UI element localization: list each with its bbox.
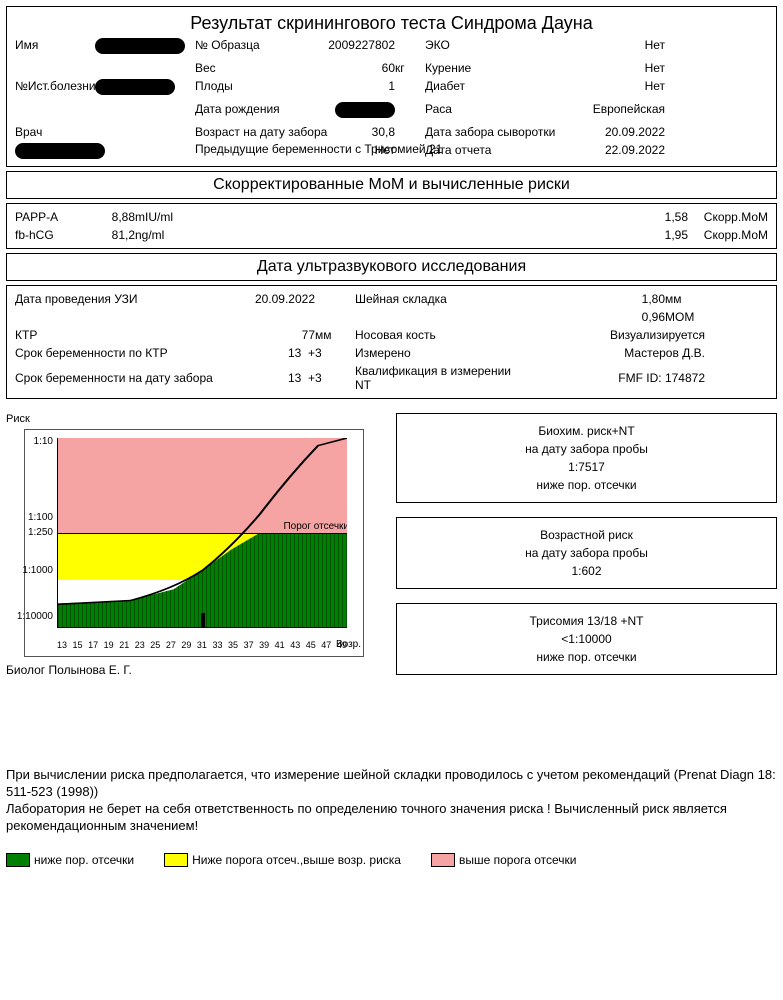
history-value (95, 79, 195, 98)
nt-value: 1,80 (515, 292, 665, 306)
race-label: Раса (425, 102, 555, 116)
sample-label: № Образца (195, 38, 315, 52)
us-title-box: Дата ультразвукового исследования (6, 253, 777, 281)
biologist: Биолог Полынова Е. Г. (6, 663, 366, 677)
chart-plot: Порог отсечки (57, 438, 347, 628)
legend-item: выше порога отсечки (431, 853, 577, 867)
prev-t21-label: Предыдущие беременности с Трисомией 21 (195, 143, 315, 156)
chart-area: Риск 1:101:1001:2501:10001:10000 Порог о… (6, 413, 366, 677)
mom-row: fb-hCG81,2ng/ml1,95Скорр.МоМ (15, 226, 768, 244)
serum-date-value: 20.09.2022 (555, 125, 665, 139)
mom-box: PAPP-A8,88mIU/ml1,58Скорр.МоМfb-hCG81,2n… (6, 203, 777, 249)
legend-item: ниже пор. отсечки (6, 853, 134, 867)
sample-value: 2009227802 (315, 38, 395, 52)
legend-item: Ниже порога отсеч.,выше возр. риска (164, 853, 401, 867)
diabetes-value: Нет (555, 79, 665, 93)
weight-label: Вес (195, 61, 315, 75)
header-box: Результат скринингового теста Синдрома Д… (6, 6, 777, 167)
legend-swatch (431, 853, 455, 867)
dob-value (315, 102, 395, 121)
fetuses-value: 1 (315, 79, 395, 93)
doctor-label: Врач (15, 125, 95, 139)
smoking-value: Нет (555, 61, 665, 75)
us-date: 20.09.2022 (215, 292, 315, 306)
mom-title-box: Скорректированные МоМ и вычисленные риск… (6, 171, 777, 199)
history-label: №Ист.болезни (15, 79, 95, 93)
report-date-value: 22.09.2022 (555, 143, 665, 157)
race-value: Европейская (555, 102, 665, 116)
patient-grid: Имя № Образца 2009227802 ЭКО Нет Вес 60 … (15, 38, 768, 162)
nt-mom-suffix: МОМ (665, 310, 705, 324)
nt-mom: 0,96 (515, 310, 665, 324)
name-value (95, 38, 195, 57)
mom-title: Скорректированные МоМ и вычисленные риск… (15, 174, 768, 196)
crl-value: 77 (215, 328, 315, 342)
risk-chart: 1:101:1001:2501:10001:10000 Порог отсечк… (24, 429, 364, 657)
nb-value: Визуализируется (515, 328, 705, 342)
eco-value: Нет (555, 38, 665, 52)
xaxis-title: Возр. (336, 639, 361, 650)
measured-value: Мастеров Д.В. (515, 346, 705, 360)
risk-box: Возрастной рискна дату забора пробы1:602 (396, 517, 777, 589)
weight-unit: кг (395, 61, 425, 75)
mom-row: PAPP-A8,88mIU/ml1,58Скорр.МоМ (15, 208, 768, 226)
us-box: Дата проведения УЗИ 20.09.2022 Шейная ск… (6, 285, 777, 399)
nt-unit: мм (665, 292, 705, 306)
age-label: Возраст на дату забора (195, 125, 315, 139)
measured-label: Измерено (355, 346, 515, 360)
age-value: 30,8 (315, 125, 395, 139)
chart-risk-section: Риск 1:101:1001:2501:10001:10000 Порог о… (6, 413, 777, 677)
fetuses-label: Плоды (195, 79, 315, 93)
age-marker (201, 613, 205, 627)
serum-date-label: Дата забора сыворотки (425, 125, 555, 139)
report-title: Результат скринингового теста Синдрома Д… (15, 11, 768, 38)
qual-value: FMF ID: 174872 (515, 371, 705, 385)
legend: ниже пор. отсечки Ниже порога отсеч.,выше… (6, 853, 777, 867)
prev-t21-value: Нет (315, 143, 395, 157)
crl-unit: мм (315, 328, 355, 342)
smoking-label: Курение (425, 61, 555, 75)
us-title: Дата ультразвукового исследования (15, 256, 768, 278)
nb-label: Носовая кость (355, 328, 515, 342)
ga-samp-label: Срок беременности на дату забора (15, 371, 215, 385)
ga-crl-label: Срок беременности по КТР (15, 346, 215, 360)
legend-swatch (6, 853, 30, 867)
legend-swatch (164, 853, 188, 867)
risk-column: Биохим. риск+NTна дату забора пробы1:751… (396, 413, 777, 677)
chart-label: Риск (6, 413, 366, 425)
nt-label: Шейная складка (355, 292, 515, 306)
qual-label: Квалификация в измерении NT (355, 364, 515, 392)
eco-label: ЭКО (425, 38, 555, 52)
us-date-label: Дата проведения УЗИ (15, 292, 215, 306)
disclaimer: При вычислении риска предполагается, что… (6, 767, 777, 835)
risk-box: Биохим. риск+NTна дату забора пробы1:751… (396, 413, 777, 503)
dob-label: Дата рождения (195, 102, 315, 116)
risk-box: Трисомия 13/18 +NT<1:10000ниже пор. отсе… (396, 603, 777, 675)
doctor-value (15, 143, 95, 162)
report-date-label: Дата отчета (425, 143, 555, 157)
weight-value: 60 (315, 61, 395, 75)
name-label: Имя (15, 38, 95, 52)
crl-label: КТР (15, 328, 215, 342)
diabetes-label: Диабет (425, 79, 555, 93)
age-risk-curve (58, 438, 347, 627)
